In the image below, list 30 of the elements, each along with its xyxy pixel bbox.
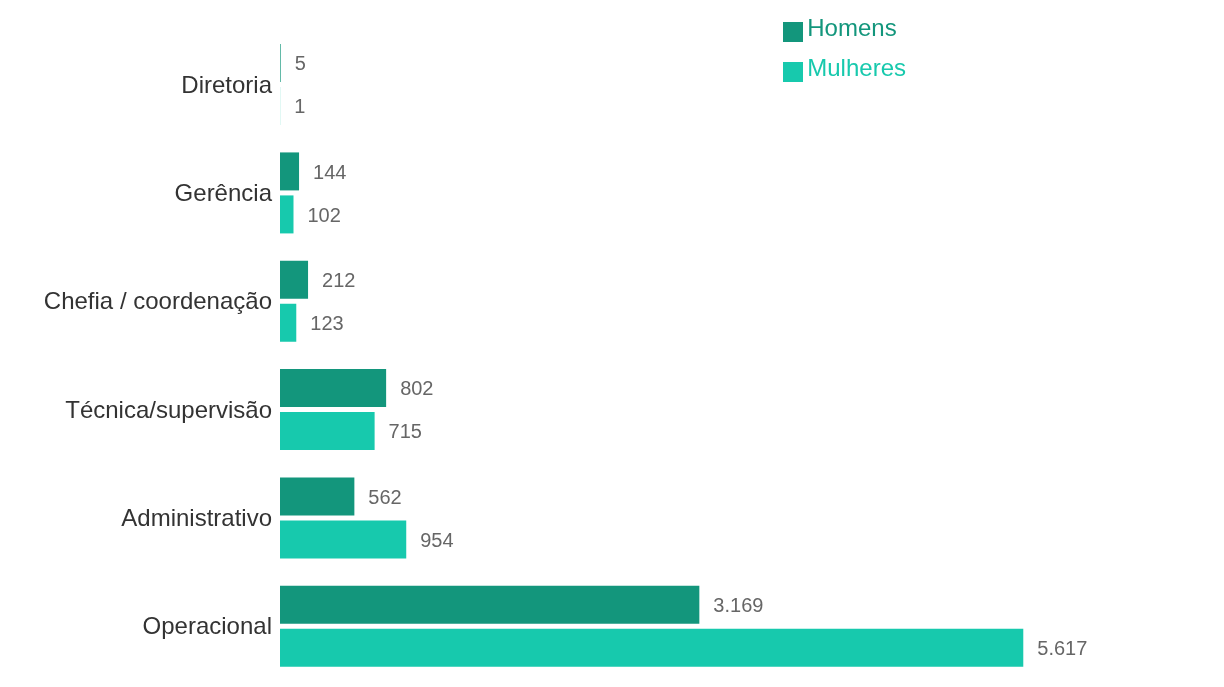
- data-label: 102: [307, 203, 341, 226]
- y-tick-label: Operacional: [142, 612, 272, 640]
- bar: [280, 477, 355, 516]
- y-tick-label: Diretoria: [181, 70, 273, 98]
- data-label: 562: [368, 485, 402, 508]
- data-label: 5: [294, 52, 306, 75]
- bar: [280, 628, 1024, 667]
- data-label: 1: [294, 95, 306, 118]
- legend-label: Homens: [807, 14, 897, 41]
- data-label: 212: [322, 268, 356, 291]
- data-label: 715: [388, 420, 422, 443]
- data-label: 954: [420, 528, 454, 551]
- bar: [280, 303, 297, 342]
- y-tick-label: Administrativo: [121, 504, 272, 532]
- y-tick-label: Técnica/supervisão: [65, 395, 272, 423]
- bar: [280, 260, 309, 299]
- data-label: 5.617: [1037, 636, 1088, 659]
- data-label: 3.169: [713, 593, 764, 616]
- bar: [280, 412, 375, 451]
- data-label: 123: [310, 311, 344, 334]
- legend-label: Mulheres: [807, 54, 906, 81]
- y-tick-label: Gerência: [174, 179, 273, 207]
- bar: [280, 152, 300, 191]
- bar: [280, 195, 294, 234]
- data-label: 144: [313, 160, 347, 183]
- y-tick-label: Chefia / coordenação: [43, 287, 272, 315]
- bar: [280, 585, 700, 624]
- bar: [280, 520, 407, 559]
- bar: [280, 369, 387, 408]
- data-label: 802: [400, 377, 434, 400]
